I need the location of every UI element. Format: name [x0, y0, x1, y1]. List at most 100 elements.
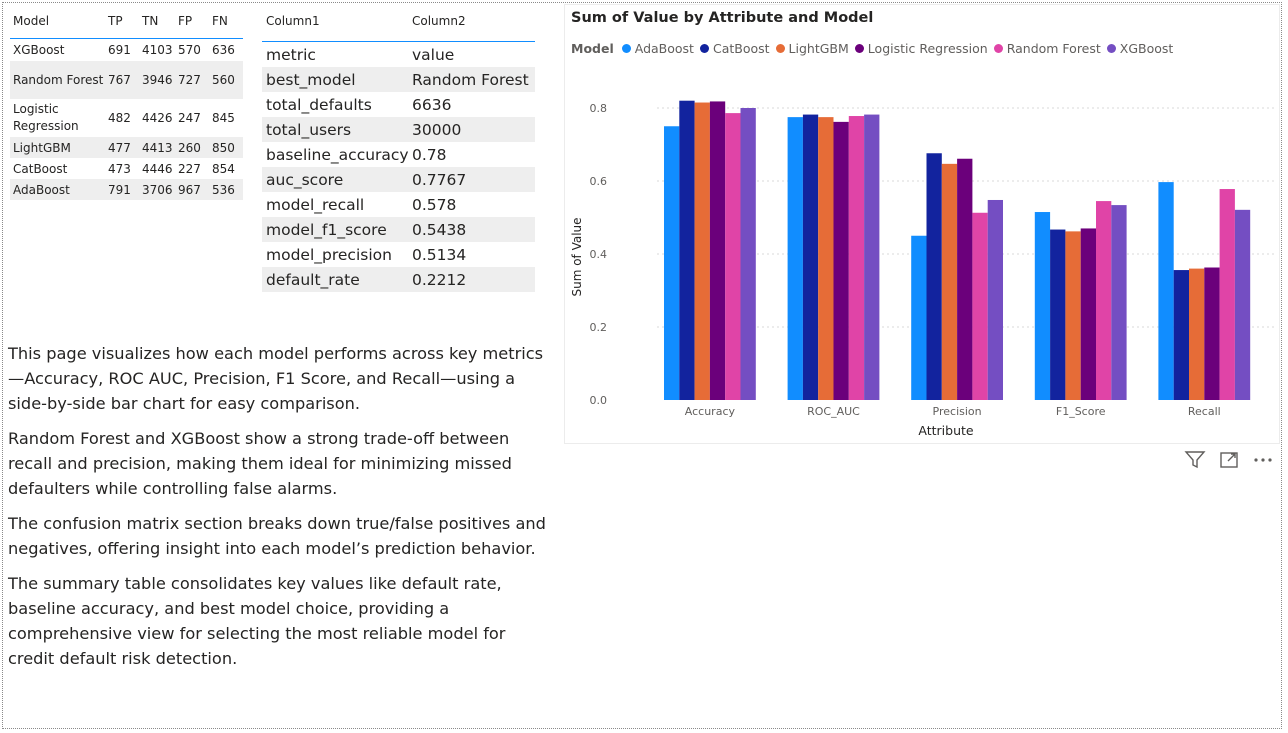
cell-key: total_users: [266, 120, 352, 139]
legend-title: Model: [571, 41, 614, 56]
bar[interactable]: [1173, 270, 1189, 400]
legend-label: CatBoost: [712, 41, 770, 56]
bar[interactable]: [941, 163, 958, 400]
bar[interactable]: [740, 108, 756, 400]
bar[interactable]: [1158, 182, 1174, 400]
column-header-model[interactable]: Model: [13, 14, 50, 28]
y-tick-label: 0.0: [590, 394, 608, 407]
x-tick-label: F1_Score: [1056, 405, 1106, 418]
bar[interactable]: [972, 212, 988, 400]
column-header-fn[interactable]: FN: [212, 14, 228, 28]
table-row[interactable]: metric value: [262, 42, 535, 67]
cell-tn: 4103: [142, 43, 173, 57]
chart-title: Sum of Value by Attribute and Model: [571, 10, 874, 26]
cell-fp: 570: [178, 43, 201, 57]
clustered-bar-chart[interactable]: Sum of Value by Attribute and Model Mode…: [564, 4, 1280, 444]
bar[interactable]: [694, 102, 710, 401]
column-header-tn[interactable]: TN: [142, 14, 159, 28]
bar[interactable]: [926, 153, 942, 400]
bar[interactable]: [864, 114, 880, 400]
bar[interactable]: [709, 101, 726, 401]
table-header: Model TP TN FP FN: [10, 14, 243, 39]
bar[interactable]: [957, 158, 973, 400]
cell-fn: 636: [212, 43, 235, 57]
table-row[interactable]: LightGBM 477 4413 260 850: [10, 137, 243, 158]
cell-fn: 536: [212, 182, 235, 197]
column-header-fp[interactable]: FP: [178, 14, 193, 28]
x-tick-label: Accuracy: [685, 405, 736, 418]
cell-value: 30000: [412, 120, 462, 139]
table-row[interactable]: total_users 30000: [262, 117, 535, 142]
table-row[interactable]: auc_score 0.7767: [262, 167, 535, 192]
bar[interactable]: [1050, 229, 1066, 400]
bar[interactable]: [1096, 201, 1112, 400]
visual-header-icons: [1184, 450, 1274, 470]
table-row[interactable]: Logistic Regression 482 4426 247 845: [10, 99, 243, 137]
more-options-icon[interactable]: [1252, 450, 1274, 470]
cell-fp: 967: [178, 182, 201, 197]
cell-tn: 4426: [142, 110, 173, 125]
table-row[interactable]: model_recall 0.578: [262, 192, 535, 217]
bar[interactable]: [833, 121, 849, 401]
cell-tn: 3946: [142, 72, 173, 87]
bar[interactable]: [1204, 267, 1220, 400]
legend-item[interactable]: LightGBM: [775, 41, 849, 56]
y-tick-label: 0.4: [590, 248, 608, 261]
bar[interactable]: [802, 114, 819, 400]
table-row[interactable]: baseline_accuracy 0.78: [262, 142, 535, 167]
bar[interactable]: [1080, 228, 1096, 400]
column-header-column1[interactable]: Column1: [266, 14, 320, 28]
column-header-column2[interactable]: Column2: [412, 14, 466, 28]
bar[interactable]: [1065, 231, 1081, 400]
table-row[interactable]: XGBoost 691 4103 570 636: [10, 39, 243, 61]
bar[interactable]: [1034, 212, 1051, 400]
table-row[interactable]: CatBoost 473 4446 227 854: [10, 158, 243, 179]
legend-marker: [1106, 44, 1116, 53]
legend-label: Logistic Regression: [867, 41, 988, 56]
bar[interactable]: [818, 117, 834, 400]
table-row[interactable]: total_defaults 6636: [262, 92, 535, 117]
table-row[interactable]: best_model Random Forest: [262, 67, 535, 92]
bar[interactable]: [848, 116, 865, 400]
bar[interactable]: [987, 199, 1003, 400]
legend-item[interactable]: Random Forest: [993, 41, 1101, 56]
bar[interactable]: [664, 126, 680, 400]
filter-icon[interactable]: [1184, 450, 1206, 470]
table-row[interactable]: model_f1_score 0.5438: [262, 217, 535, 242]
legend-label: Random Forest: [1006, 41, 1101, 56]
cell-value: 0.7767: [412, 170, 467, 189]
cell-tp: 477: [108, 140, 131, 155]
cell-tp: 473: [108, 161, 131, 176]
bar[interactable]: [725, 113, 741, 401]
table-row[interactable]: Random Forest 767 3946 727 560: [10, 61, 243, 99]
bar[interactable]: [911, 235, 927, 400]
bar[interactable]: [1219, 189, 1235, 400]
bar[interactable]: [1189, 268, 1205, 400]
bar[interactable]: [787, 117, 803, 400]
cell-tp: 791: [108, 182, 131, 197]
cell-model: Random Forest: [13, 72, 104, 87]
cell-fn: 850: [212, 140, 235, 155]
cell-value: 0.2212: [412, 270, 467, 289]
cell-tp: 482: [108, 110, 131, 125]
column-header-tp[interactable]: TP: [108, 14, 123, 28]
table-row[interactable]: AdaBoost 791 3706 967 536: [10, 179, 243, 200]
table-row[interactable]: default_rate 0.2212: [262, 267, 535, 292]
bar[interactable]: [679, 100, 695, 400]
focus-mode-icon[interactable]: [1218, 450, 1240, 470]
cell-key: baseline_accuracy: [266, 145, 409, 164]
legend-item[interactable]: Logistic Regression: [854, 41, 988, 56]
cell-tn: 4446: [142, 161, 173, 176]
legend-item[interactable]: AdaBoost: [621, 41, 694, 56]
cell-fn: 854: [212, 161, 235, 176]
bar[interactable]: [1111, 205, 1127, 400]
table-row[interactable]: model_precision 0.5134: [262, 242, 535, 267]
bar[interactable]: [1234, 209, 1251, 400]
x-tick-label: Precision: [933, 405, 982, 418]
cell-key: model_recall: [266, 195, 365, 214]
chart-plot-area[interactable]: 0.0 0.2 0.4 0.6 0.8 Sum of Value Accuracy ROC_A…: [565, 5, 1279, 443]
confusion-matrix-table[interactable]: Model TP TN FP FN XGBoost 691 4103 570 6…: [10, 14, 243, 200]
legend-item[interactable]: XGBoost: [1106, 41, 1173, 56]
legend-item[interactable]: CatBoost: [699, 41, 770, 56]
summary-table[interactable]: Column1 Column2 metric value best_model Ra…: [262, 14, 535, 292]
